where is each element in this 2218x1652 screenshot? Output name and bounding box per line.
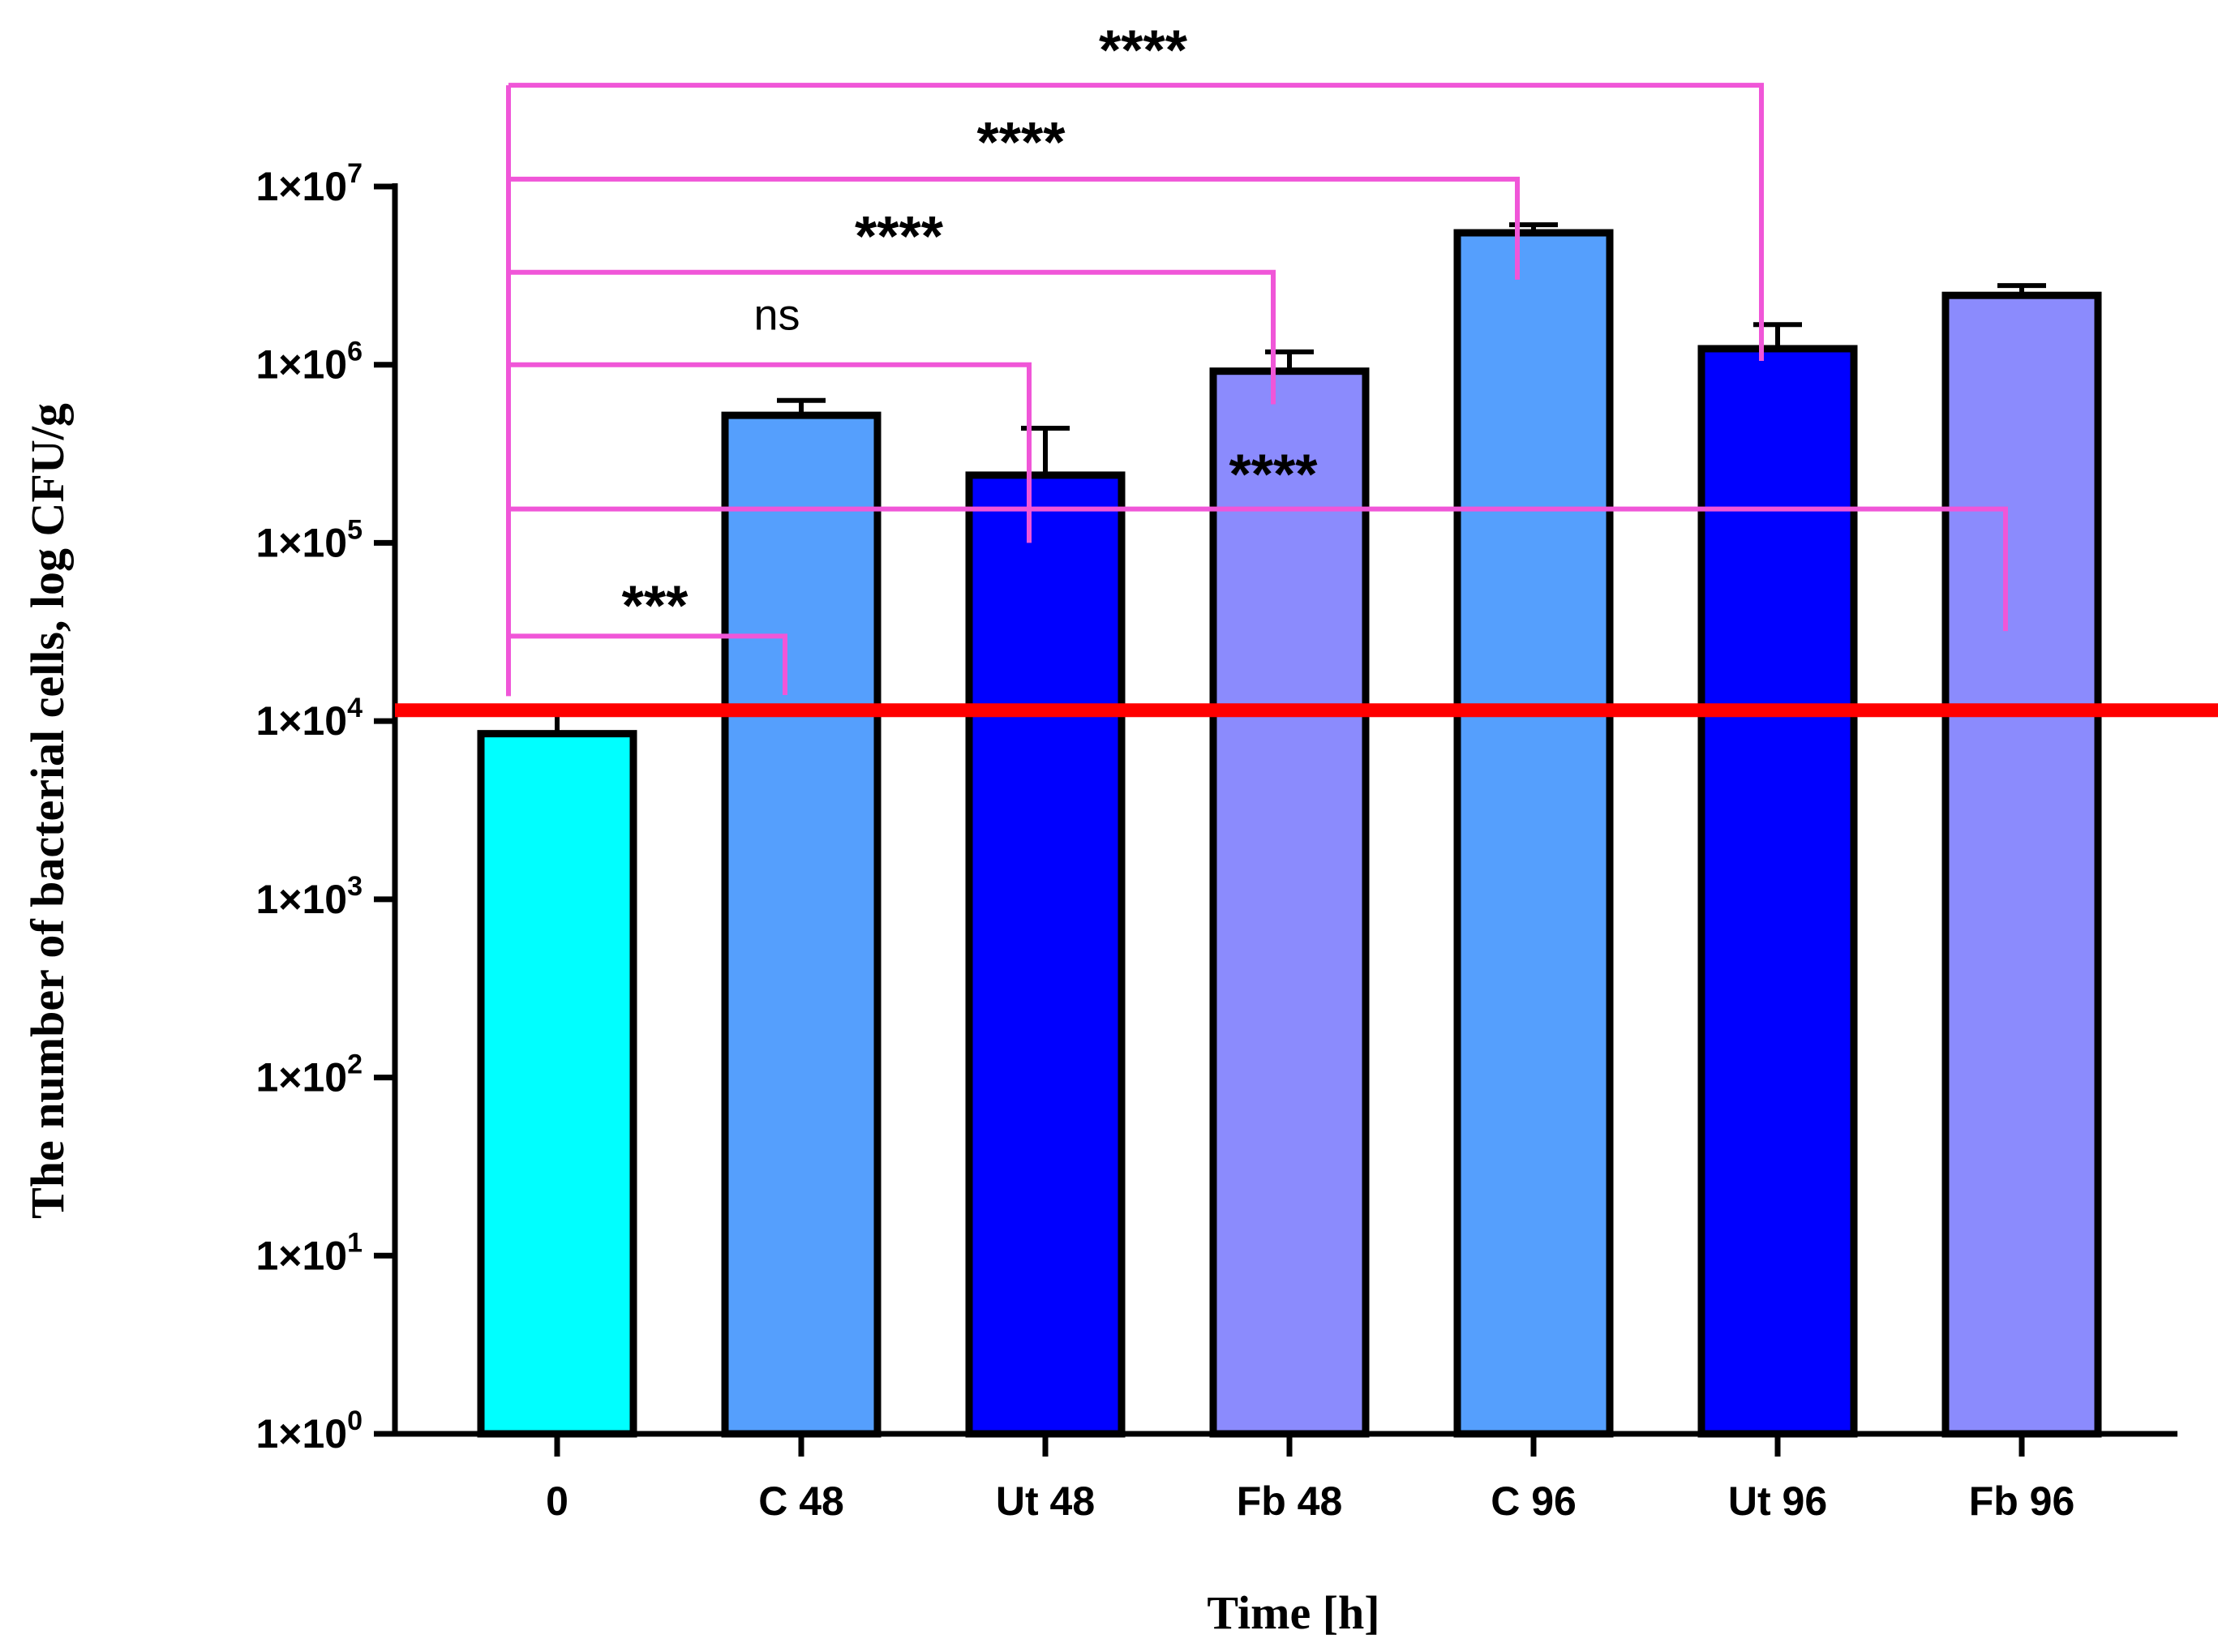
significance-bracket-0 (508, 633, 787, 696)
bar-5 (1697, 345, 1858, 1438)
y-tick-label-3: 1×103 (255, 871, 363, 922)
significance-label-4: **** (977, 110, 1066, 174)
bar-4 (1453, 229, 1614, 1438)
y-tick-label-6: 1×106 (255, 337, 363, 388)
bar-3 (1209, 367, 1370, 1438)
bar-1 (721, 411, 882, 1438)
significance-label-5: **** (1099, 19, 1188, 82)
y-tick-label-4: 1×104 (255, 693, 363, 744)
x-tick-label-0: 0 (546, 1478, 568, 1524)
x-axis-title: Time [h] (1207, 1586, 1379, 1639)
significance-bracket-5 (508, 83, 1764, 362)
x-tick-label-4: C 96 (1491, 1478, 1577, 1524)
significance-bracket-4 (508, 176, 1520, 280)
bar-0 (477, 730, 637, 1438)
significance-bracket-3 (508, 269, 1276, 405)
y-tick-label-1: 1×101 (255, 1227, 363, 1278)
significance-label-1: **** (1229, 443, 1319, 506)
x-tick-label-3: Fb 48 (1237, 1478, 1343, 1524)
bars-layer (477, 229, 2102, 1438)
x-tick-label-1: C 48 (758, 1478, 844, 1524)
significance-label-2: ns (753, 290, 800, 339)
y-axis-title: The number of bacterial cells, log CFU/g (21, 403, 74, 1219)
y-tick-label-5: 1×105 (255, 514, 363, 565)
significance-layer: *******ns************ (506, 19, 2008, 697)
bar-6 (1941, 291, 2102, 1438)
significance-bracket-1 (508, 506, 2008, 632)
y-tick-label-0: 1×100 (255, 1405, 363, 1457)
y-tick-label-2: 1×102 (255, 1049, 363, 1101)
significance-label-3: **** (855, 204, 944, 268)
x-tick-label-6: Fb 96 (1969, 1478, 2075, 1524)
x-tick-label-2: Ut 48 (996, 1478, 1095, 1524)
x-tick-label-5: Ut 96 (1728, 1478, 1827, 1524)
bar-2 (965, 471, 1126, 1438)
axes-layer: 1×100 1×101 1×102 1×103 1×104 1×105 1×106 1×107… (255, 158, 2177, 1524)
y-tick-label-7: 1×107 (255, 158, 363, 209)
significance-bracket-2 (508, 362, 1032, 543)
significance-label-0: *** (622, 573, 689, 637)
